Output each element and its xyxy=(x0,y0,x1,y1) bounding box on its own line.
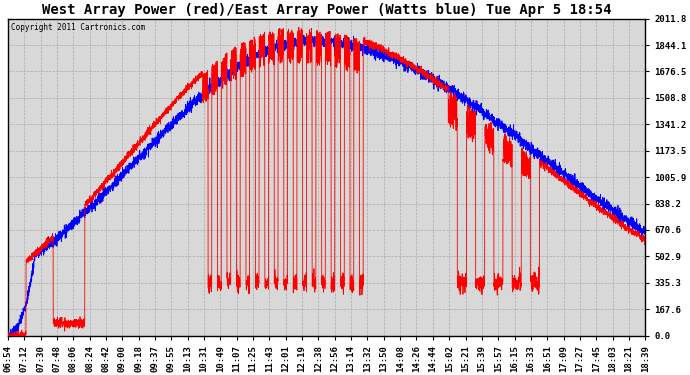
Title: West Array Power (red)/East Array Power (Watts blue) Tue Apr 5 18:54: West Array Power (red)/East Array Power … xyxy=(42,3,611,18)
Text: Copyright 2011 Cartronics.com: Copyright 2011 Cartronics.com xyxy=(11,23,146,32)
